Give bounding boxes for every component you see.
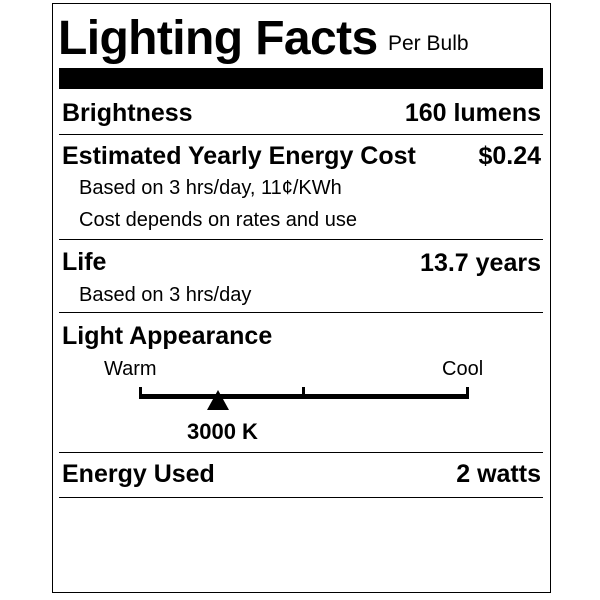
brightness-value: 160 lumens xyxy=(404,99,541,127)
energy-cost-note-1: Based on 3 hrs/day, 11¢/KWh xyxy=(79,177,342,199)
energy-used-label: Energy Used xyxy=(62,460,215,488)
energy-cost-value: $0.24 xyxy=(478,142,541,170)
divider xyxy=(59,312,543,313)
scale-tick-start xyxy=(139,387,142,399)
divider xyxy=(59,239,543,240)
divider xyxy=(59,497,543,498)
scale-tick-middle xyxy=(302,387,305,399)
divider xyxy=(59,452,543,453)
divider xyxy=(59,134,543,135)
label-title: Lighting Facts xyxy=(58,12,378,65)
color-temperature-value: 3000 K xyxy=(187,419,258,444)
warm-label: Warm xyxy=(104,358,157,380)
label-frame xyxy=(52,3,551,593)
energy-cost-label: Estimated Yearly Energy Cost xyxy=(62,142,416,170)
scale-tick-end xyxy=(466,387,469,399)
color-temperature-marker xyxy=(207,390,230,410)
cool-label: Cool xyxy=(442,358,484,380)
life-value: 13.7 years xyxy=(420,249,541,277)
header-bar xyxy=(59,68,543,89)
energy-used-value: 2 watts xyxy=(456,460,541,488)
energy-cost-note-2: Cost depends on rates and use xyxy=(79,209,357,231)
light-appearance-label: Light Appearance xyxy=(62,322,273,350)
label-subtitle: Per Bulb xyxy=(388,32,469,55)
life-note: Based on 3 hrs/day xyxy=(79,284,252,306)
brightness-label: Brightness xyxy=(62,99,193,127)
life-label: Life xyxy=(62,248,107,276)
